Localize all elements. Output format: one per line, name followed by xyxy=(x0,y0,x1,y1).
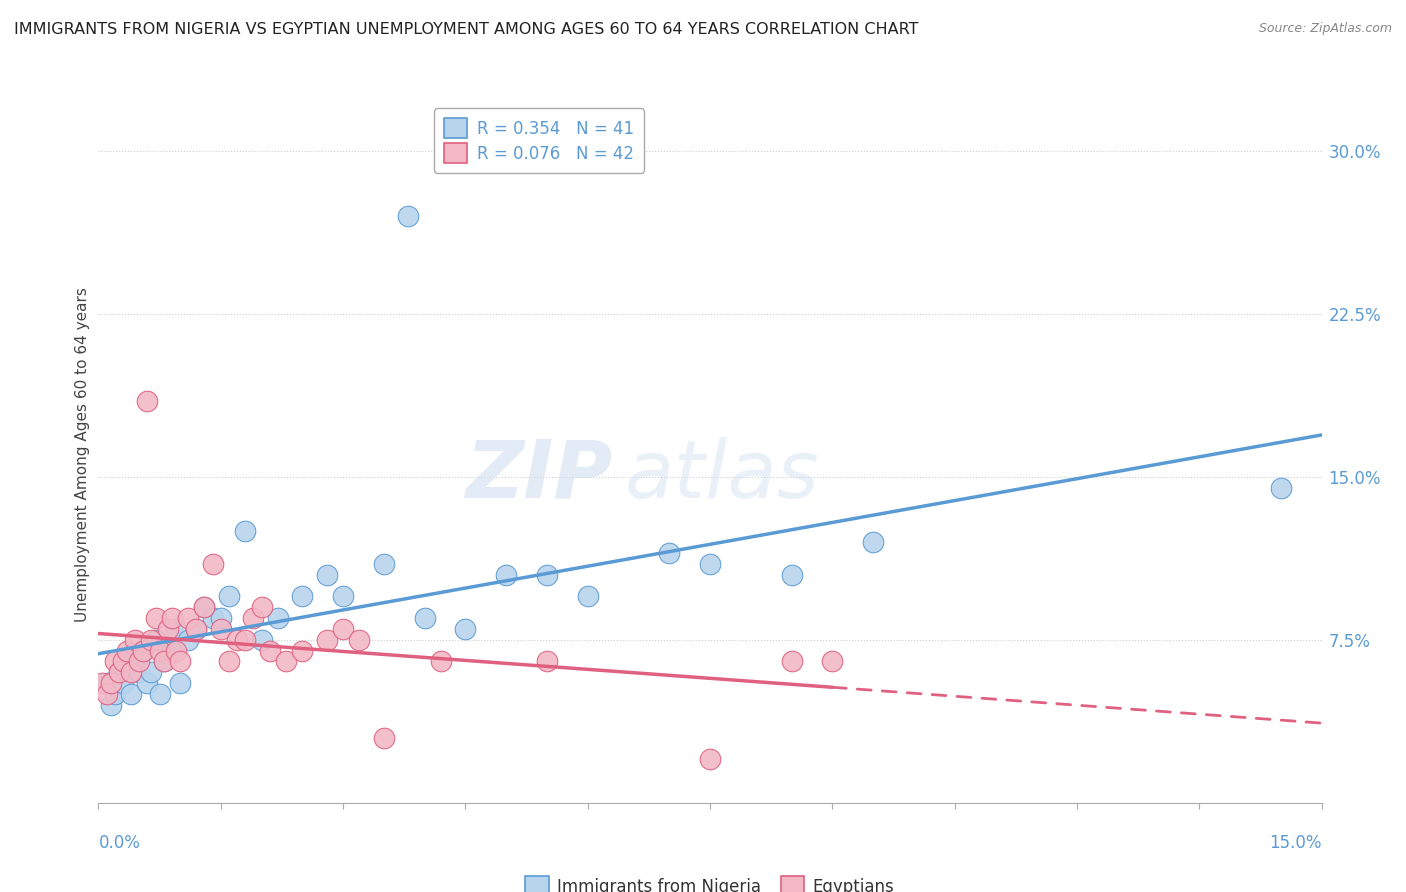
Point xyxy=(132,643,155,657)
Point xyxy=(413,611,436,625)
Point xyxy=(115,655,138,669)
Point xyxy=(862,535,884,549)
Point xyxy=(115,643,138,657)
Point xyxy=(186,622,208,636)
Point xyxy=(536,567,558,582)
Point xyxy=(132,643,155,657)
Legend: Immigrants from Nigeria, Egyptians: Immigrants from Nigeria, Egyptians xyxy=(519,870,901,892)
Point xyxy=(218,655,240,669)
Point xyxy=(250,632,273,647)
Point xyxy=(209,611,232,625)
Point xyxy=(201,611,224,625)
Point xyxy=(96,676,118,690)
Point xyxy=(169,676,191,690)
Point xyxy=(186,622,208,636)
Point xyxy=(169,655,191,669)
Point xyxy=(156,622,179,636)
Text: ZIP: ZIP xyxy=(465,437,612,515)
Point xyxy=(160,611,183,625)
Text: IMMIGRANTS FROM NIGERIA VS EGYPTIAN UNEMPLOYMENT AMONG AGES 60 TO 64 YEARS CORRE: IMMIGRANTS FROM NIGERIA VS EGYPTIAN UNEM… xyxy=(14,22,918,37)
Point xyxy=(108,665,131,680)
Point xyxy=(193,600,215,615)
Point xyxy=(226,632,249,647)
Point xyxy=(177,611,200,625)
Point xyxy=(91,676,114,690)
Point xyxy=(821,655,844,669)
Point xyxy=(209,622,232,636)
Point xyxy=(165,643,187,657)
Point xyxy=(149,687,172,701)
Point xyxy=(699,752,721,766)
Point xyxy=(233,524,256,538)
Point xyxy=(96,687,118,701)
Point xyxy=(152,655,174,669)
Point xyxy=(149,643,172,657)
Point xyxy=(274,655,297,669)
Point xyxy=(145,632,167,647)
Point xyxy=(332,589,354,603)
Point xyxy=(536,655,558,669)
Text: atlas: atlas xyxy=(624,437,820,515)
Point xyxy=(233,632,256,647)
Point xyxy=(193,600,215,615)
Point xyxy=(100,676,122,690)
Point xyxy=(104,687,127,701)
Point xyxy=(136,676,159,690)
Point xyxy=(145,611,167,625)
Point xyxy=(430,655,453,669)
Point xyxy=(111,655,134,669)
Point xyxy=(152,655,174,669)
Point xyxy=(396,209,419,223)
Point xyxy=(128,665,150,680)
Text: Source: ZipAtlas.com: Source: ZipAtlas.com xyxy=(1258,22,1392,36)
Point xyxy=(699,557,721,571)
Point xyxy=(218,589,240,603)
Point xyxy=(495,567,517,582)
Point xyxy=(111,676,134,690)
Point xyxy=(454,622,477,636)
Point xyxy=(315,632,337,647)
Point xyxy=(177,632,200,647)
Point xyxy=(104,655,127,669)
Point xyxy=(136,393,159,408)
Point xyxy=(291,589,314,603)
Point xyxy=(349,632,371,647)
Point xyxy=(160,643,183,657)
Point xyxy=(201,557,224,571)
Point xyxy=(165,622,187,636)
Text: 15.0%: 15.0% xyxy=(1270,834,1322,852)
Y-axis label: Unemployment Among Ages 60 to 64 years: Unemployment Among Ages 60 to 64 years xyxy=(75,287,90,623)
Text: 0.0%: 0.0% xyxy=(98,834,141,852)
Point xyxy=(780,655,803,669)
Point xyxy=(780,567,803,582)
Point xyxy=(141,632,163,647)
Point xyxy=(124,632,146,647)
Point xyxy=(259,643,281,657)
Point xyxy=(108,665,131,680)
Point xyxy=(242,611,264,625)
Point xyxy=(291,643,314,657)
Point xyxy=(332,622,354,636)
Point xyxy=(658,546,681,560)
Point xyxy=(141,665,163,680)
Point xyxy=(373,731,395,745)
Point xyxy=(128,655,150,669)
Point xyxy=(1270,481,1292,495)
Point xyxy=(315,567,337,582)
Point xyxy=(576,589,599,603)
Point xyxy=(120,665,142,680)
Point xyxy=(120,687,142,701)
Point xyxy=(373,557,395,571)
Point xyxy=(250,600,273,615)
Point xyxy=(267,611,290,625)
Point xyxy=(100,698,122,712)
